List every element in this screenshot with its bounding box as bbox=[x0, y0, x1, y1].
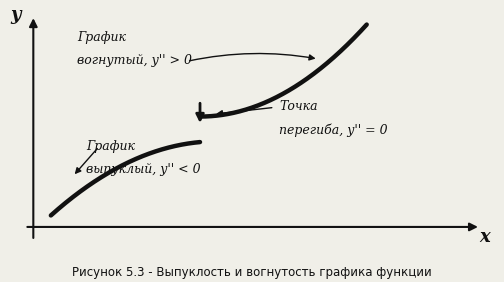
Text: График: График bbox=[86, 140, 135, 153]
Text: y: y bbox=[11, 6, 21, 24]
Text: выпуклый, y'' < 0: выпуклый, y'' < 0 bbox=[86, 162, 201, 176]
Text: x: x bbox=[480, 228, 490, 246]
Text: вогнутый, y'' > 0: вогнутый, y'' > 0 bbox=[77, 54, 192, 67]
Text: График: График bbox=[77, 32, 126, 45]
Text: Точка: Точка bbox=[279, 100, 318, 113]
Text: Рисунок 5.3 - Выпуклость и вогнутость графика функции: Рисунок 5.3 - Выпуклость и вогнутость гр… bbox=[72, 266, 432, 279]
Text: перегиба, y'' = 0: перегиба, y'' = 0 bbox=[279, 124, 388, 137]
